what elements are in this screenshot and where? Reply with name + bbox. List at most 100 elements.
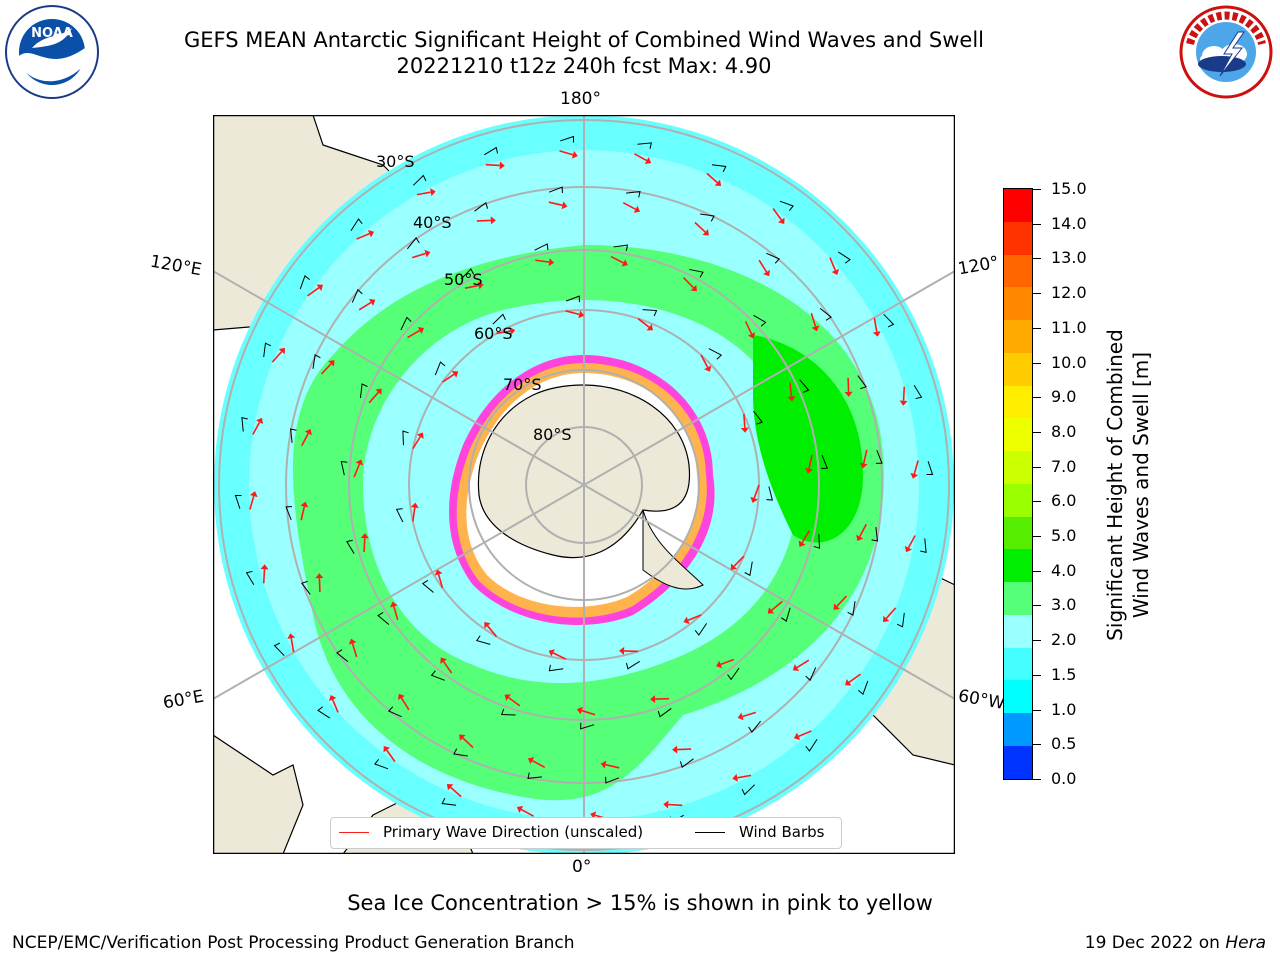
wave-arrow (450, 786, 462, 798)
map-legend: Primary Wave Direction (unscaled) Wind B… (330, 817, 842, 849)
wave-arrow-head (798, 540, 806, 547)
wave-arrow-head (856, 534, 864, 542)
wave-arrow-head (348, 638, 357, 645)
wave-arrow-head (787, 396, 796, 402)
wave-arrow (687, 614, 702, 622)
wind-barb (312, 354, 321, 369)
wave-arrow-head (792, 664, 800, 671)
wave-arrow-head (256, 417, 264, 425)
wave-arrow-head (548, 649, 555, 657)
colorbar-tick-label: 1.0 (1051, 699, 1077, 719)
wind-barb (913, 385, 923, 400)
wind-barb (350, 218, 363, 232)
wind-barb (245, 570, 255, 585)
wave-arrow-head (446, 784, 454, 791)
wave-arrow-head (767, 607, 775, 614)
wave-arrow-head (368, 299, 376, 306)
colorbar-bin (1004, 680, 1032, 714)
wave-arrow (485, 163, 500, 167)
wave-arrow-head (477, 281, 484, 290)
wind-barb (779, 200, 794, 211)
wave-arrow-head (398, 693, 405, 701)
wave-arrow-head (249, 491, 258, 498)
wind-barb (301, 580, 311, 595)
wind-barb (642, 309, 658, 317)
wave-arrow (351, 643, 358, 658)
wind-barb (484, 146, 499, 156)
lat-label-30s: 30°S (376, 152, 415, 171)
wave-arrow (668, 803, 683, 807)
wave-arrow (307, 287, 320, 297)
wind-barb (748, 720, 762, 733)
wave-arrow (363, 538, 366, 553)
wave-arrow-head (872, 331, 881, 337)
wave-arrow-head (663, 800, 669, 809)
wave-arrow (808, 454, 813, 469)
svg-text:NOAA: NOAA (31, 26, 73, 41)
wave-arrow (907, 535, 916, 549)
wave-arrow-head (621, 259, 628, 267)
wind-barb (548, 664, 564, 672)
wave-arrow-head (750, 496, 758, 503)
wave-arrow-head (793, 732, 801, 741)
colorbar-tick (1033, 779, 1041, 780)
colorbar-tick-label: 2.0 (1051, 630, 1077, 650)
wave-arrow (744, 320, 753, 335)
wind-barb (875, 449, 883, 464)
wave-arrow (796, 659, 810, 669)
wave-arrow (535, 259, 550, 263)
wave-arrow-head (304, 428, 312, 436)
polar-map (213, 115, 955, 854)
wave-arrow (637, 317, 650, 328)
wind-barb (387, 706, 402, 718)
wind-barb (377, 611, 390, 625)
wave-arrow-head (367, 229, 375, 238)
wave-arrow-head (576, 706, 583, 715)
colorbar-tick (1033, 189, 1041, 190)
wave-arrow-head (375, 388, 382, 395)
colorbar-bin (1004, 483, 1032, 517)
wave-arrow (706, 172, 718, 184)
wave-arrow-head (833, 603, 840, 610)
wave-arrow (559, 150, 574, 156)
wave-arrow (508, 696, 521, 707)
wind-barb (926, 461, 934, 476)
wind-barb (346, 539, 355, 554)
chart-subtitle: 20221210 t12z 240h fcst Max: 4.90 (396, 54, 772, 78)
lat-label-40s: 40°S (413, 213, 452, 232)
wave-arrow-head (845, 679, 852, 686)
wave-arrow (733, 555, 745, 567)
wave-arrow-head (737, 712, 744, 721)
wave-arrow (610, 255, 624, 264)
legend-wave-line (339, 832, 369, 833)
colorbar-bin (1004, 320, 1032, 353)
wave-arrow-head (499, 161, 505, 170)
wind-barb (421, 579, 434, 593)
colorbar-bin (1004, 516, 1032, 550)
wind-barb (474, 202, 489, 212)
wind-barb (637, 142, 653, 149)
wind-barb (813, 534, 821, 549)
wave-arrow (412, 507, 416, 522)
wind-barb (336, 649, 349, 663)
wind-barb (727, 667, 740, 681)
wave-arrow-head (646, 324, 654, 331)
colorbar-bin (1004, 451, 1032, 484)
wind-barb (605, 776, 620, 784)
wave-arrow-head (416, 432, 424, 439)
colorbar-tick (1033, 674, 1041, 676)
colorbar-tick (1033, 223, 1041, 225)
wave-arrow (441, 373, 455, 383)
wave-arrow-head (619, 646, 625, 655)
wind-barb (821, 455, 828, 470)
wind-barb (657, 708, 672, 718)
wind-barb (871, 527, 879, 542)
wave-arrow-head (732, 773, 738, 782)
wave-arrow-head (278, 347, 285, 355)
wave-arrow (862, 449, 868, 464)
wind-barb (565, 295, 580, 303)
wave-arrow (353, 463, 361, 478)
wave-arrow-head (844, 391, 853, 397)
lon-label-60e: 60°E (161, 686, 206, 714)
wave-arrow (810, 312, 817, 327)
